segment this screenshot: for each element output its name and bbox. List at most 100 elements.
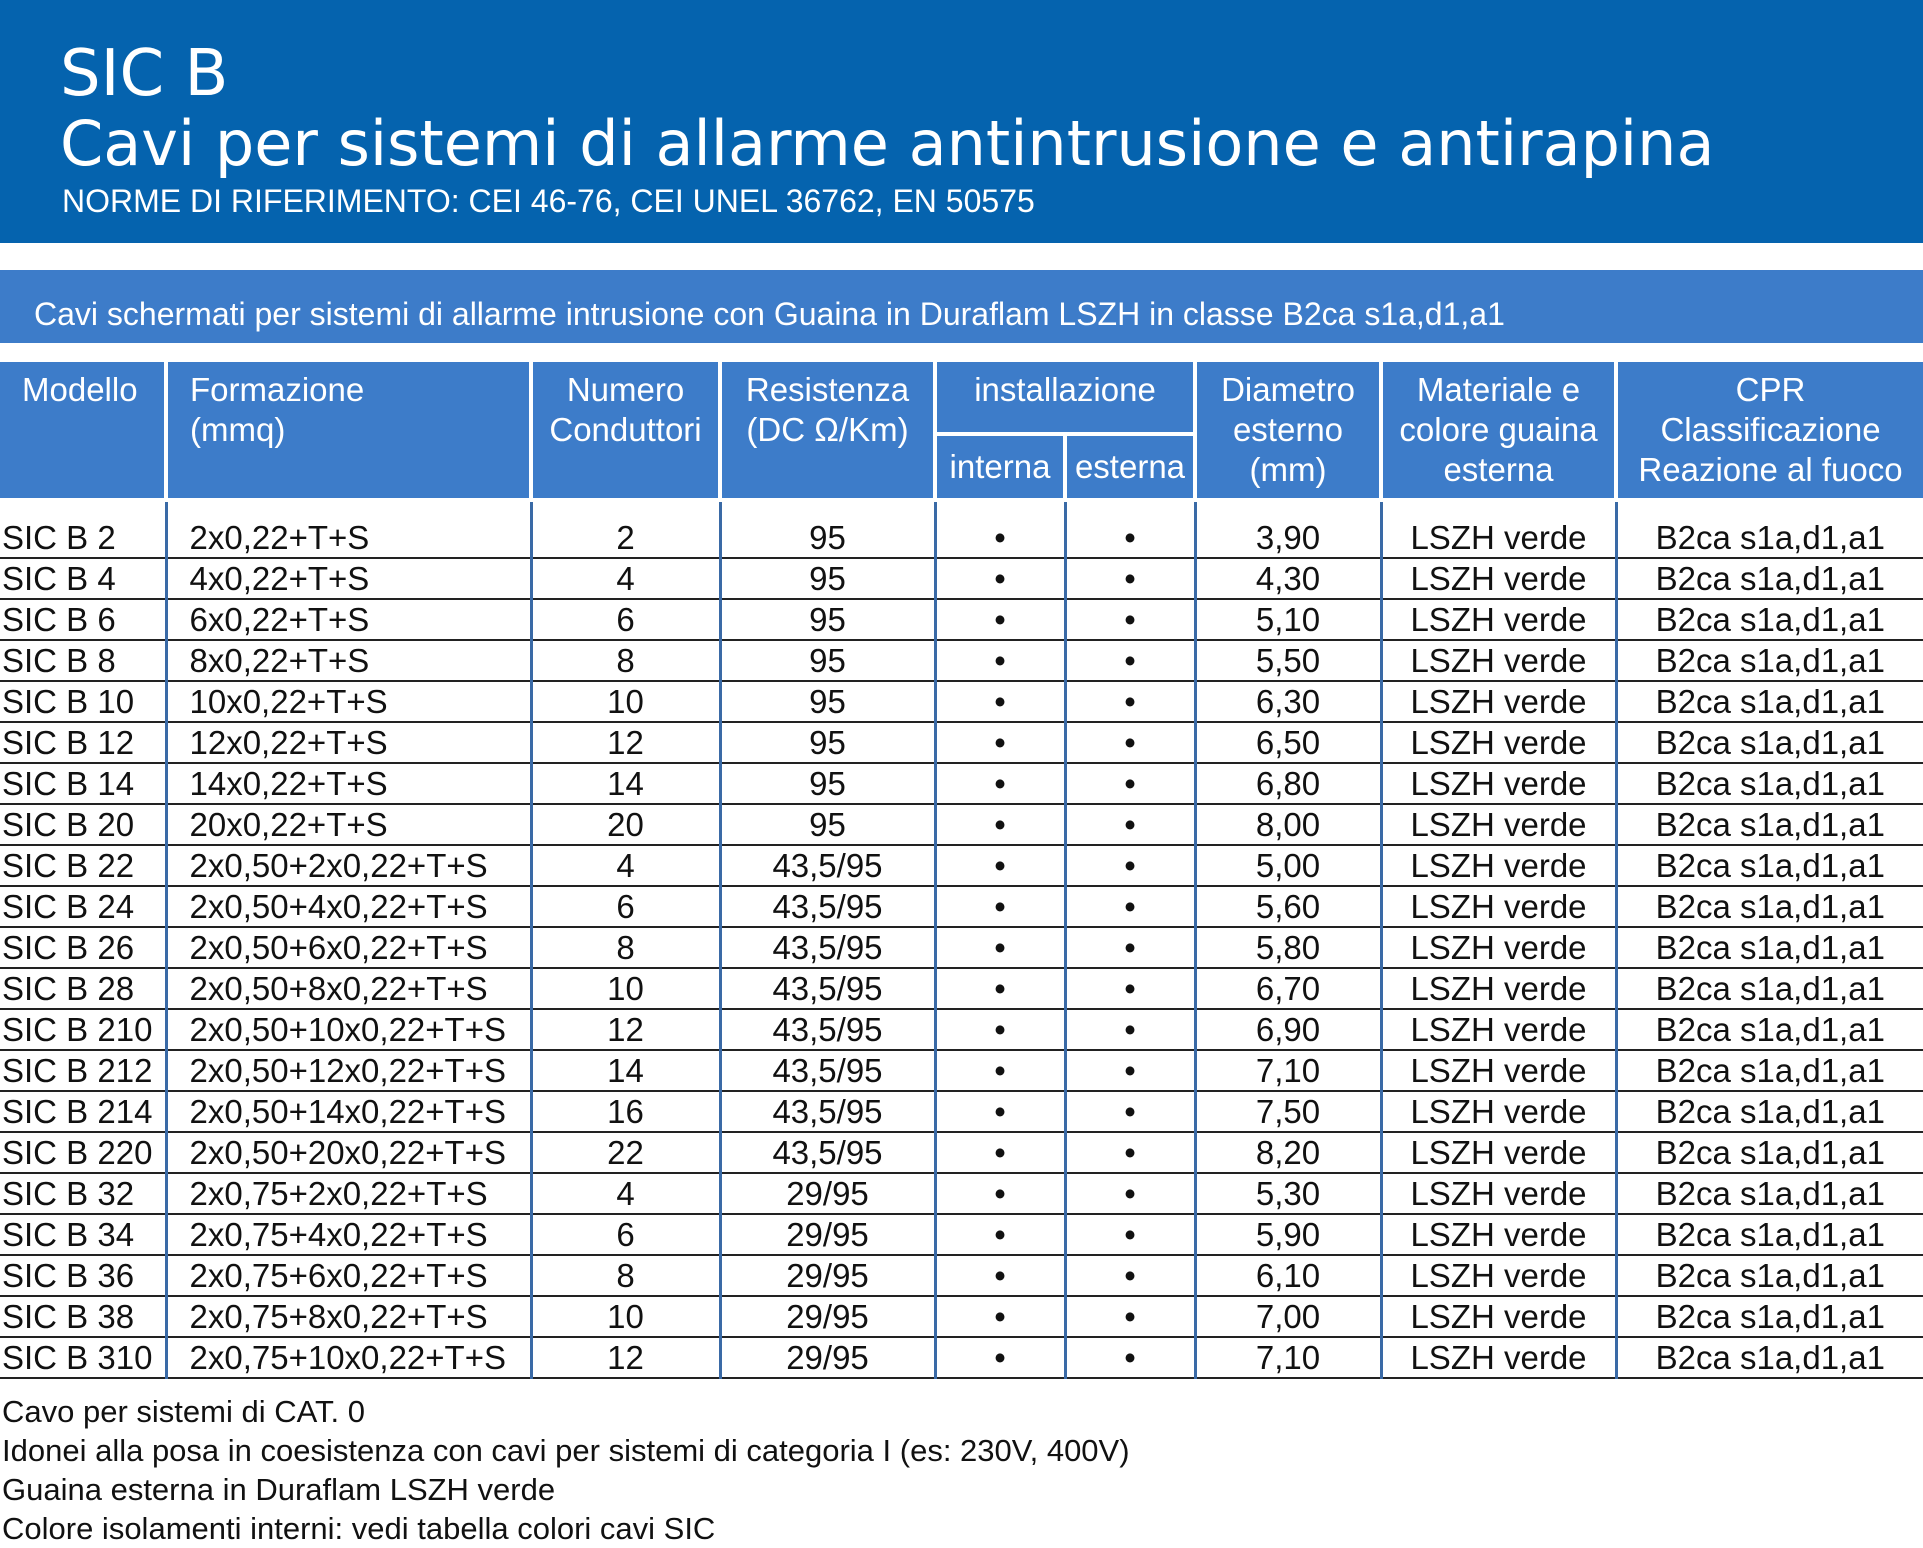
table-cell: LSZH verde (1379, 1050, 1616, 1092)
table-cell: • (1063, 1091, 1195, 1133)
table-row: SIC B 14 14x0,22+T+S 14 95 • • 6,80 LSZH verde B… (0, 763, 1923, 805)
table-cell: LSZH verde (1379, 599, 1616, 641)
table-cell: • (1063, 1337, 1195, 1379)
table-cell: 43,5/95 (718, 1009, 935, 1051)
table-cell: • (933, 804, 1065, 846)
title: SIC B (60, 37, 229, 111)
table-head: Modello Formazione (mmq) Numero Condutto… (0, 362, 1923, 502)
table-cell: B2ca s1a,d1,a1 (1614, 500, 1923, 559)
table-cell: SIC B 12 (0, 722, 166, 764)
note: Idonei alla posa in coesistenza con cavi… (2, 1433, 1130, 1468)
table-cell: 8 (529, 1255, 720, 1297)
table-cell: B2ca s1a,d1,a1 (1614, 681, 1923, 723)
table-cell: LSZH verde (1379, 1337, 1616, 1379)
table-cell: 95 (718, 599, 935, 641)
table-cell: 7,00 (1193, 1296, 1381, 1338)
table-cell: 95 (718, 681, 935, 723)
table-cell: 7,10 (1193, 1050, 1381, 1092)
table-cell: 5,10 (1193, 599, 1381, 641)
table-cell: SIC B 24 (0, 886, 166, 928)
table-cell: 5,30 (1193, 1173, 1381, 1215)
table-cell: B2ca s1a,d1,a1 (1614, 599, 1923, 641)
table-cell: • (1063, 681, 1195, 723)
table-cell: B2ca s1a,d1,a1 (1614, 1214, 1923, 1256)
table-cell: 43,5/95 (718, 1132, 935, 1174)
table-cell: • (1063, 558, 1195, 600)
table-cell: • (933, 722, 1065, 764)
table-cell: SIC B 10 (0, 681, 166, 723)
table-cell: 95 (718, 558, 935, 600)
table-cell: 4x0,22+T+S (164, 558, 531, 600)
table-row: SIC B 210 2x0,50+10x0,22+T+S 12 43,5/95 • • 6,… (0, 1009, 1923, 1051)
table-cell: 5,60 (1193, 886, 1381, 928)
table-cell: LSZH verde (1379, 681, 1616, 723)
table-cell: 2 (529, 500, 720, 559)
table-row: SIC B 34 2x0,75+4x0,22+T+S 6 29/95 • • 5,90 LSZ… (0, 1214, 1923, 1256)
table-cell: 29/95 (718, 1296, 935, 1338)
subtitle: Cavi per sistemi di allarme antintrusion… (60, 107, 1715, 180)
header-cell: Modello (0, 362, 168, 502)
table-cell: 20 (529, 804, 720, 846)
note: Colore isolamenti interni: vedi tabella … (2, 1511, 716, 1546)
table-cell: B2ca s1a,d1,a1 (1614, 1296, 1923, 1338)
table-cell: LSZH verde (1379, 1296, 1616, 1338)
table-cell: • (933, 1050, 1065, 1092)
table-cell: LSZH verde (1379, 640, 1616, 682)
table-cell: 4,30 (1193, 558, 1381, 600)
table-cell: 95 (718, 500, 935, 559)
table-cell: 12 (529, 1009, 720, 1051)
table-cell: 5,50 (1193, 640, 1381, 682)
table-cell: LSZH verde (1379, 558, 1616, 600)
table-cell: • (933, 1337, 1065, 1379)
table-cell: • (933, 1009, 1065, 1051)
table-cell: 43,5/95 (718, 968, 935, 1010)
header-cell: Numero Conduttori (529, 362, 722, 502)
table-cell: B2ca s1a,d1,a1 (1614, 722, 1923, 764)
table-cell: 5,00 (1193, 845, 1381, 887)
table-cell: B2ca s1a,d1,a1 (1614, 763, 1923, 805)
table-cell: 10 (529, 968, 720, 1010)
table-cell: • (933, 681, 1065, 723)
table-cell: B2ca s1a,d1,a1 (1614, 1337, 1923, 1379)
table-row: SIC B 32 2x0,75+2x0,22+T+S 4 29/95 • • 5,30 LSZ… (0, 1173, 1923, 1215)
table-cell: • (1063, 500, 1195, 559)
subheader-cell: esterna (1063, 432, 1195, 502)
table-cell: LSZH verde (1379, 1132, 1616, 1174)
table-cell: 2x0,50+12x0,22+T+S (164, 1050, 531, 1092)
table-cell: SIC B 210 (0, 1009, 166, 1051)
table-cell: 2x0,50+4x0,22+T+S (164, 886, 531, 928)
table-cell: 14x0,22+T+S (164, 763, 531, 805)
table-cell: B2ca s1a,d1,a1 (1614, 558, 1923, 600)
table-row: SIC B 8 8x0,22+T+S 8 95 • • 5,50 LSZH verde B2ca… (0, 640, 1923, 682)
table-cell: B2ca s1a,d1,a1 (1614, 1050, 1923, 1092)
table-cell: SIC B 310 (0, 1337, 166, 1379)
table-cell: 4 (529, 845, 720, 887)
notes: Cavo per sistemi di CAT. 0 Idonei alla po… (2, 1392, 1130, 1548)
table-row: SIC B 24 2x0,50+4x0,22+T+S 6 43,5/95 • • 5,60 L… (0, 886, 1923, 928)
table-cell: SIC B 26 (0, 927, 166, 969)
table-cell: LSZH verde (1379, 927, 1616, 969)
table-cell: • (933, 500, 1065, 559)
norms: NORME DI RIFERIMENTO: CEI 46-76, CEI UNE… (62, 183, 1035, 219)
note: Guaina esterna in Duraflam LSZH verde (2, 1472, 556, 1507)
table-cell: SIC B 212 (0, 1050, 166, 1092)
table-cell: • (1063, 927, 1195, 969)
header-cell: installazione (933, 362, 1197, 436)
table-row: SIC B 212 2x0,50+12x0,22+T+S 14 43,5/95 • • 7,… (0, 1050, 1923, 1092)
table-cell: 2x0,50+10x0,22+T+S (164, 1009, 531, 1051)
table-cell: 95 (718, 722, 935, 764)
table-cell: 14 (529, 763, 720, 805)
subheader-cell: interna (935, 432, 1067, 502)
table-cell: 22 (529, 1132, 720, 1174)
table-cell: 2x0,75+6x0,22+T+S (164, 1255, 531, 1297)
table-cell: • (1063, 1009, 1195, 1051)
table-cell: SIC B 36 (0, 1255, 166, 1297)
table-cell: 20x0,22+T+S (164, 804, 531, 846)
table-cell: LSZH verde (1379, 1214, 1616, 1256)
table-cell: 7,10 (1193, 1337, 1381, 1379)
table-cell: 2x0,50+14x0,22+T+S (164, 1091, 531, 1133)
table-row: SIC B 214 2x0,50+14x0,22+T+S 16 43,5/95 • • 7,… (0, 1091, 1923, 1133)
table-cell: • (933, 763, 1065, 805)
table-cell: SIC B 28 (0, 968, 166, 1010)
